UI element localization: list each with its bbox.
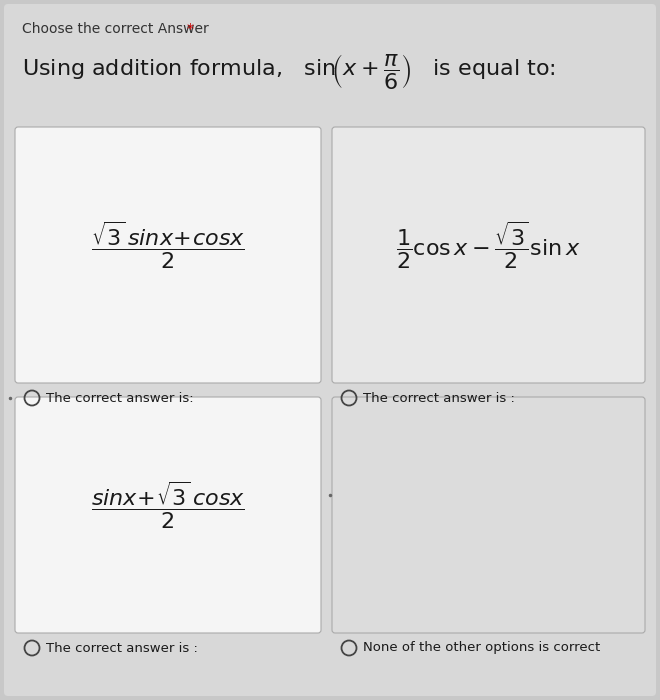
- FancyBboxPatch shape: [332, 397, 645, 633]
- Text: $\dfrac{\sqrt{3}\,sinx\!+\!cosx}{2}$: $\dfrac{\sqrt{3}\,sinx\!+\!cosx}{2}$: [91, 219, 245, 271]
- Text: The correct answer is :: The correct answer is :: [46, 641, 198, 654]
- Text: Using addition formula,   $\mathrm{sin}\!\left(x+\dfrac{\pi}{6}\right)$   is equ: Using addition formula, $\mathrm{sin}\!\…: [22, 52, 556, 91]
- Text: $\dfrac{sinx\!+\!\sqrt{3}\,cosx}{2}$: $\dfrac{sinx\!+\!\sqrt{3}\,cosx}{2}$: [91, 480, 245, 531]
- FancyBboxPatch shape: [4, 4, 656, 696]
- Text: Choose the correct Answer: Choose the correct Answer: [22, 22, 213, 36]
- Text: The correct answer is:: The correct answer is:: [46, 391, 193, 405]
- Text: The correct answer is :: The correct answer is :: [363, 391, 515, 405]
- FancyBboxPatch shape: [15, 397, 321, 633]
- FancyBboxPatch shape: [15, 127, 321, 383]
- Text: $\dfrac{1}{2}\cos x - \dfrac{\sqrt{3}}{2}\sin x$: $\dfrac{1}{2}\cos x - \dfrac{\sqrt{3}}{2…: [396, 219, 581, 271]
- Text: None of the other options is correct: None of the other options is correct: [363, 641, 600, 654]
- FancyBboxPatch shape: [332, 127, 645, 383]
- Text: *: *: [187, 22, 194, 36]
